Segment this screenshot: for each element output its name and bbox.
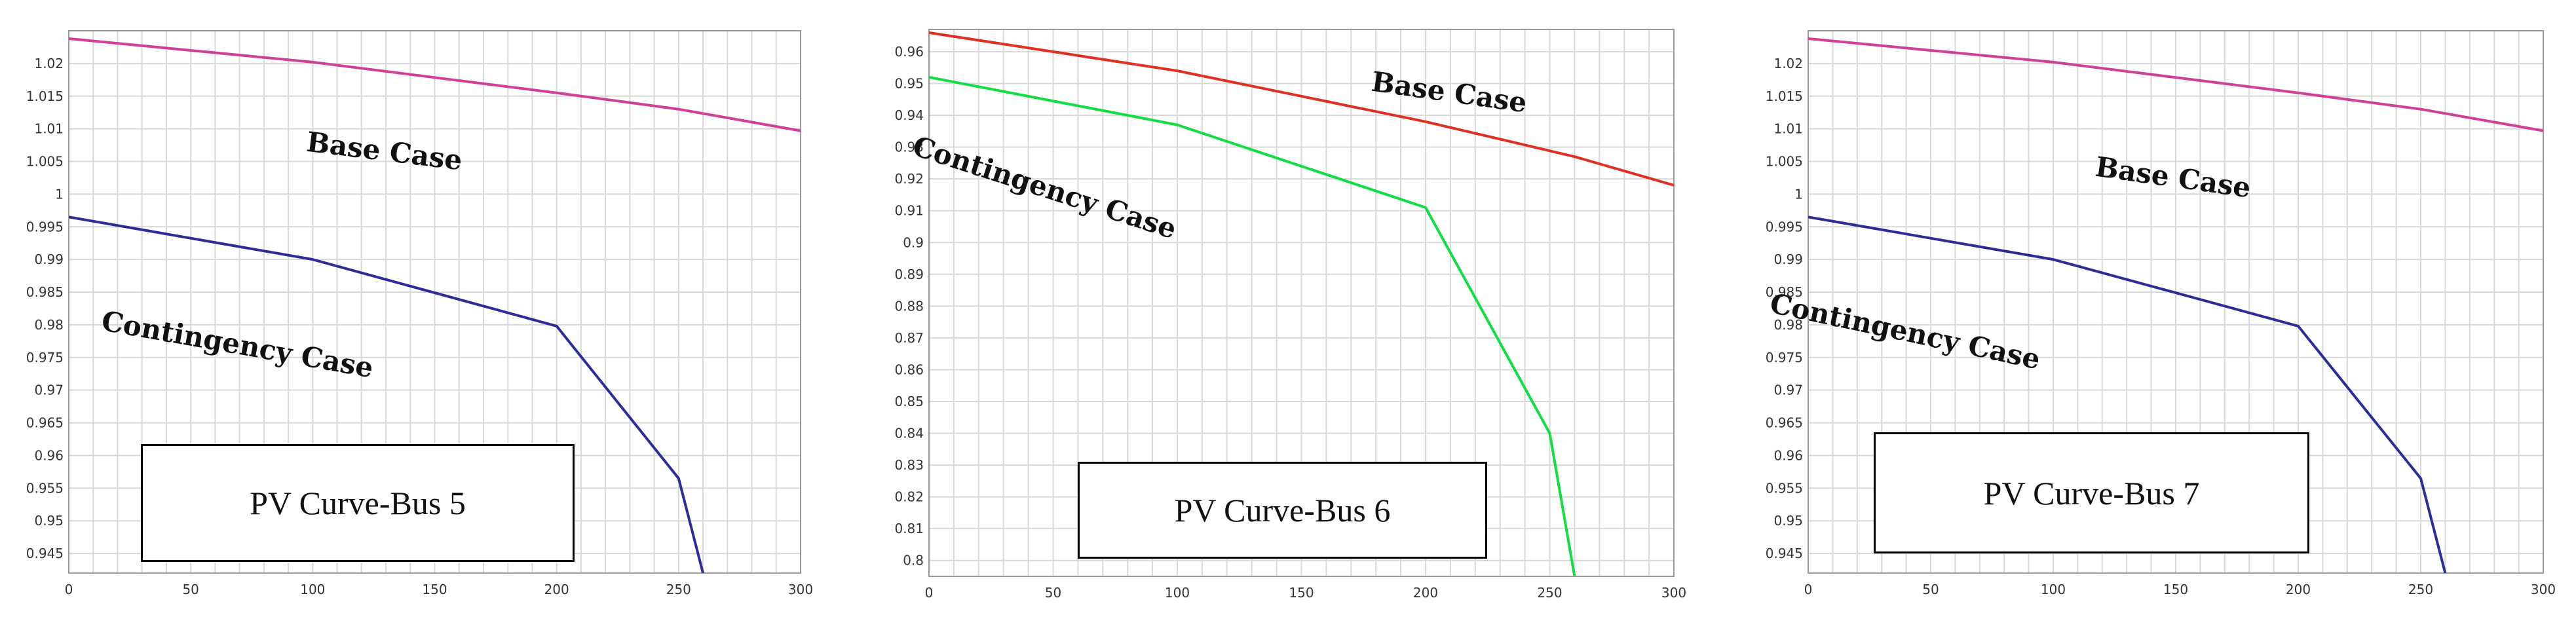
y-tick-label: 0.965 (1766, 415, 1803, 431)
y-tick-label: 0.85 (894, 394, 924, 409)
y-tick-label: 1.01 (1773, 121, 1803, 137)
y-tick-label: 1.02 (34, 56, 64, 71)
y-tick-label: 0.95 (34, 513, 64, 529)
plot-frame (68, 30, 801, 574)
chart-panel-bus-6: 0.96 0.95 0.94 0.93 0.92 0.91 0.9 0.89 0.88 0.87 0… (852, 0, 1703, 634)
x-tick-label: 50 (1922, 582, 1939, 597)
chart-plot-bus-7: 1.02 1.015 1.01 1.005 1 0.995 0.99 0.985 0.98 0.9… (1766, 30, 2556, 597)
chart-panel-bus-7: 1.02 1.015 1.01 1.005 1 0.995 0.99 0.985 0.98 0.9… (1743, 0, 2576, 634)
y-tick-label: 1.005 (26, 154, 64, 170)
y-tick-label: 1.015 (26, 88, 64, 104)
y-tick-label: 0.965 (26, 415, 64, 431)
y-tick-label: 0.99 (1773, 252, 1803, 267)
y-tick-label: 0.96 (1773, 447, 1803, 463)
y-tick-label: 1.01 (34, 121, 64, 137)
y-tick-label: 0.97 (1773, 382, 1803, 398)
chart-title-box: PV Curve-Bus 7 (1874, 432, 2309, 553)
x-tick-label: 50 (182, 582, 199, 597)
annotation-contingency-case: Contingency Case (99, 305, 375, 384)
y-tick-label: 0.87 (894, 330, 924, 346)
y-tick-label: 0.91 (894, 203, 924, 219)
y-tick-label: 0.98 (1773, 317, 1803, 333)
y-tick-label: 0.83 (894, 457, 924, 473)
chart-plot-bus-5: 1.02 1.015 1.01 1.005 1 0.995 0.99 0.985 0.98 0.9… (26, 30, 813, 597)
annotation-base-case: Base Case (1369, 65, 1528, 119)
y-tick-label: 0.81 (894, 521, 924, 536)
chart-title: PV Curve-Bus 5 (250, 485, 466, 521)
plot-frame (1808, 30, 2544, 574)
x-tick-label: 0 (925, 585, 934, 601)
y-tick-label: 0.97 (34, 382, 64, 398)
y-tick-label: 0.95 (894, 76, 924, 92)
y-tick-label: 0.92 (894, 171, 924, 187)
x-tick-label: 250 (1537, 585, 1562, 601)
x-tick-label: 0 (65, 582, 73, 597)
y-tick-label: 0.86 (894, 362, 924, 377)
y-tick-label: 0.96 (34, 447, 64, 463)
y-tick-label: 0.975 (1766, 350, 1803, 365)
y-tick-label: 0.945 (1766, 546, 1803, 561)
chart-plot-bus-6: 0.96 0.95 0.94 0.93 0.92 0.91 0.9 0.89 0.88 0.87 0… (894, 29, 1686, 601)
chart-title: PV Curve-Bus 6 (1174, 492, 1391, 529)
x-tick-label: 100 (1165, 585, 1190, 601)
x-tick-label: 200 (2286, 582, 2311, 597)
chart-title-box: PV Curve-Bus 6 (1078, 462, 1487, 559)
series-line-base (69, 37, 801, 132)
x-tick-label: 150 (2163, 582, 2188, 597)
annotation-base-case: Base Case (305, 126, 464, 177)
x-tick-label: 100 (300, 582, 325, 597)
series-line-base (1808, 37, 2543, 132)
chart-title-box: PV Curve-Bus 5 (141, 444, 575, 562)
y-tick-label: 0.89 (894, 267, 924, 282)
x-tick-label: 300 (2531, 582, 2556, 597)
y-tick-label: 0.88 (894, 298, 924, 314)
y-tick-label: 1 (1794, 186, 1803, 202)
x-tick-label: 150 (1289, 585, 1314, 601)
y-tick-label: 0.96 (894, 44, 924, 60)
y-tick-label: 1 (55, 186, 64, 202)
y-tick-label: 0.975 (26, 350, 64, 365)
x-tick-label: 200 (1413, 585, 1438, 601)
y-tick-label: 0.995 (1766, 219, 1803, 234)
series-line-contingency (69, 215, 705, 573)
y-tick-label: 0.985 (26, 284, 64, 300)
x-tick-label: 50 (1045, 585, 1061, 601)
x-tick-label: 100 (2041, 582, 2066, 597)
chart-title: PV Curve-Bus 7 (1983, 474, 2200, 512)
y-tick-label: 0.995 (26, 219, 64, 234)
y-tick-label: 0.95 (1773, 513, 1803, 529)
x-tick-label: 150 (422, 582, 447, 597)
x-tick-label: 0 (1804, 582, 1813, 597)
chart-panel-bus-5: 1.02 1.015 1.01 1.005 1 0.995 0.99 0.985 0.98 0.9… (0, 0, 825, 634)
plot-frame (928, 29, 1675, 577)
y-tick-label: 0.955 (26, 480, 64, 496)
y-tick-label: 0.8 (903, 553, 924, 569)
y-tick-label: 0.99 (34, 252, 64, 267)
y-tick-label: 1.005 (1766, 154, 1803, 170)
series-line-contingency (1808, 215, 2447, 573)
series-line-contingency (929, 75, 1576, 576)
y-tick-label: 0.84 (894, 426, 924, 441)
y-tick-label: 1.02 (1773, 56, 1803, 71)
x-tick-label: 300 (1661, 585, 1686, 601)
y-tick-label: 0.955 (1766, 480, 1803, 496)
y-tick-label: 0.93 (894, 140, 924, 155)
x-tick-label: 200 (544, 582, 569, 597)
y-tick-label: 1.015 (1766, 88, 1803, 104)
y-tick-label: 0.98 (34, 317, 64, 333)
y-tick-label: 0.82 (894, 489, 924, 505)
y-tick-label: 0.94 (894, 107, 924, 123)
x-tick-label: 300 (788, 582, 813, 597)
y-tick-label: 0.945 (26, 546, 64, 561)
annotation-base-case: Base Case (2093, 151, 2252, 204)
x-tick-label: 250 (666, 582, 691, 597)
series-line-base (929, 31, 1674, 187)
y-tick-label: 0.9 (903, 234, 924, 250)
y-tick-label: 0.985 (1766, 284, 1803, 300)
x-tick-label: 250 (2408, 582, 2433, 597)
